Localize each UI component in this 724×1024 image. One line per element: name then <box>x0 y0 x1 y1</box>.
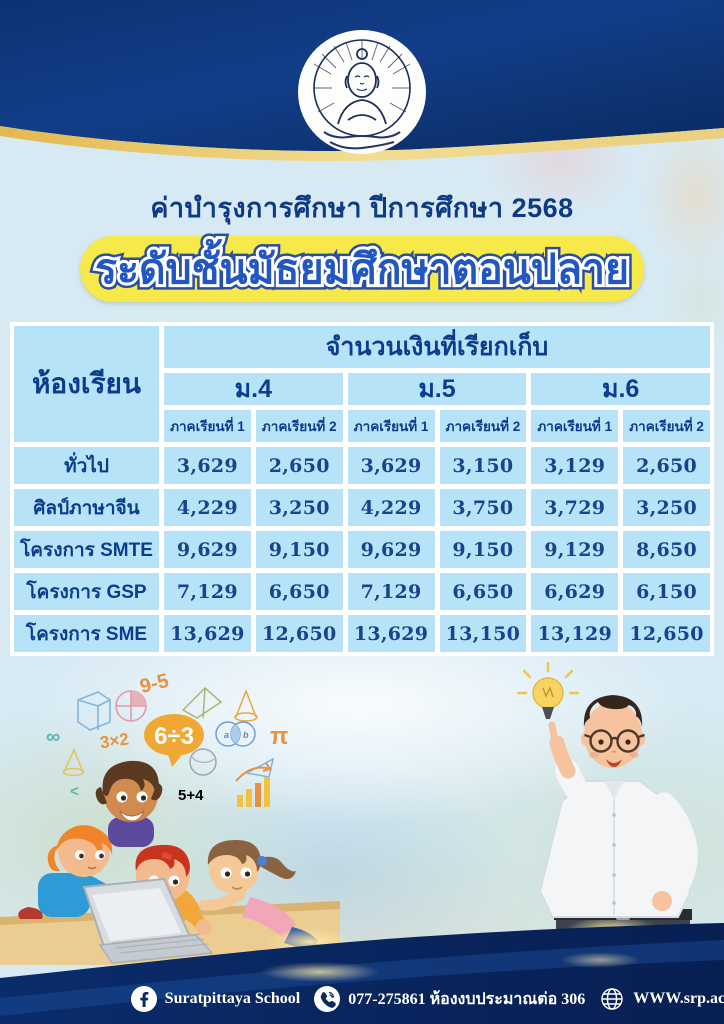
classroom-illustration: 9-5 ∞ 3×2 6÷3 a b π <box>0 661 698 965</box>
bar-chart-doodle <box>235 762 273 807</box>
phone-label: 077-275861 ห้องงบประมาณต่อ 306 <box>348 990 586 1008</box>
svg-text:9-5: 9-5 <box>138 670 171 698</box>
fee-cell: 12,650 <box>623 615 710 652</box>
facebook-icon <box>130 986 157 1012</box>
sem-header: ภาคเรียนที่ 2 <box>623 410 710 442</box>
fee-cell: 4,229 <box>164 489 251 526</box>
phone-icon <box>314 986 341 1012</box>
fee-cell: 7,129 <box>347 573 435 610</box>
lightbulb-icon <box>516 661 580 719</box>
svg-text:b: b <box>243 730 249 740</box>
col-header-room: ห้องเรียน <box>14 326 159 442</box>
fee-cell: 6,150 <box>623 573 710 610</box>
fee-cell: 3,129 <box>531 447 619 484</box>
sem-header: ภาคเรียนที่ 1 <box>347 410 435 442</box>
globe-icon <box>599 986 625 1012</box>
sem-header: ภาคเรียนที่ 2 <box>439 410 527 442</box>
grade-header-m4: ม.4 <box>164 373 343 405</box>
fee-cell: 3,629 <box>164 447 251 484</box>
fee-cell: 13,629 <box>347 615 435 652</box>
fee-cell: 13,150 <box>439 615 527 652</box>
fee-cell: 3,250 <box>255 489 343 526</box>
fee-cell: 6,650 <box>439 573 527 610</box>
phone-contact: 077-275861 ห้องงบประมาณต่อ 306 <box>314 986 585 1012</box>
level-banner: ระดับชั้นมัธยมศึกษาตอนปลาย ระดับชั้นมัธย… <box>80 236 644 302</box>
math-doodles-group: 9-5 ∞ 3×2 6÷3 a b π <box>46 670 288 807</box>
svg-text:3×2: 3×2 <box>99 729 130 752</box>
footer-wave <box>0 920 724 1024</box>
fee-cell: 3,150 <box>439 447 527 484</box>
row-label: ทั่วไป <box>14 447 159 484</box>
fee-cell: 2,650 <box>255 447 343 484</box>
fee-cell: 3,750 <box>439 489 527 526</box>
fee-cell: 13,629 <box>164 615 251 652</box>
fee-cell: 6,650 <box>255 573 343 610</box>
fee-cell: 4,229 <box>347 489 435 526</box>
sem-header: ภาคเรียนที่ 1 <box>164 410 251 442</box>
row-label: ศิลป์ภาษาจีน <box>14 489 159 526</box>
fee-cell: 8,650 <box>623 531 710 568</box>
kid-orange-hair-girl <box>18 825 128 919</box>
page-title: ค่าบำรุงการศึกษา ปีการศึกษา 2568 <box>150 193 574 223</box>
fee-cell: 9,150 <box>255 531 343 568</box>
fee-cell: 2,650 <box>623 447 710 484</box>
fee-cell: 3,729 <box>531 489 619 526</box>
sem-header: ภาคเรียนที่ 1 <box>531 410 619 442</box>
fee-cell: 13,129 <box>531 615 619 652</box>
fee-cell: 9,629 <box>347 531 435 568</box>
fee-cell: 9,150 <box>439 531 527 568</box>
fee-cell: 7,129 <box>164 573 251 610</box>
col-header-amount: จำนวนเงินที่เรียกเก็บ <box>164 326 710 368</box>
fee-cell: 12,650 <box>255 615 343 652</box>
row-label: โครงการ SMTE <box>14 531 159 568</box>
laptop <box>82 877 214 964</box>
level-banner-text: ระดับชั้นมัธยมศึกษาตอนปลาย ระดับชั้นมัธย… <box>89 241 634 298</box>
svg-text:a: a <box>224 730 229 740</box>
svg-text:∞: ∞ <box>46 726 60 748</box>
svg-text:π: π <box>270 723 288 750</box>
kid-curly-boy <box>95 760 163 847</box>
row-label: โครงการ GSP <box>14 573 159 610</box>
speech-bubble-doodle: 6÷3 <box>144 714 204 767</box>
svg-text:5+4: 5+4 <box>178 787 204 804</box>
fee-cell: 3,629 <box>347 447 435 484</box>
teacher <box>516 661 698 965</box>
fees-table: ห้องเรียน จำนวนเงินที่เรียกเก็บ ม.4 ม.5 … <box>10 322 714 656</box>
sem-header: ภาคเรียนที่ 2 <box>255 410 343 442</box>
grade-header-m6: ม.6 <box>531 373 710 405</box>
website-label: WWW.srp.ac.th <box>633 990 724 1007</box>
svg-text:<: < <box>70 783 79 800</box>
grade-header-m5: ม.5 <box>347 373 527 405</box>
fee-cell: 9,629 <box>164 531 251 568</box>
row-label: โครงการ SME <box>14 615 159 652</box>
website-contact: WWW.srp.ac.th <box>599 986 724 1012</box>
footer-contact-bar: Suratpittaya School 077-275861 ห้องงบประ… <box>0 986 724 1012</box>
kids-group <box>18 760 325 964</box>
fee-cell: 6,629 <box>531 573 619 610</box>
facebook-contact: Suratpittaya School <box>130 986 301 1012</box>
school-seal-logo <box>298 30 426 154</box>
fee-cell: 3,250 <box>623 489 710 526</box>
svg-text:6÷3: 6÷3 <box>154 723 194 750</box>
fee-cell: 9,129 <box>531 531 619 568</box>
facebook-label: Suratpittaya School <box>164 990 301 1007</box>
